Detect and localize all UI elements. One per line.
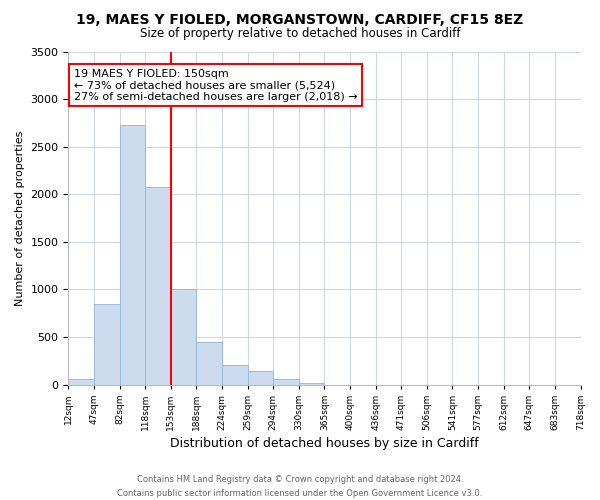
Bar bbox=[145, 186, 171, 384]
Text: 19, MAES Y FIOLED, MORGANSTOWN, CARDIFF, CF15 8EZ: 19, MAES Y FIOLED, MORGANSTOWN, CARDIFF,… bbox=[76, 12, 524, 26]
Bar bbox=[171, 288, 196, 384]
Bar bbox=[94, 304, 119, 384]
Y-axis label: Number of detached properties: Number of detached properties bbox=[15, 130, 25, 306]
Bar bbox=[248, 371, 273, 384]
Bar bbox=[196, 342, 222, 384]
Bar bbox=[119, 125, 145, 384]
Text: Contains HM Land Registry data © Crown copyright and database right 2024.
Contai: Contains HM Land Registry data © Crown c… bbox=[118, 476, 482, 498]
Bar bbox=[222, 364, 248, 384]
Bar bbox=[299, 383, 325, 384]
Bar bbox=[273, 379, 299, 384]
X-axis label: Distribution of detached houses by size in Cardiff: Distribution of detached houses by size … bbox=[170, 437, 479, 450]
Text: Size of property relative to detached houses in Cardiff: Size of property relative to detached ho… bbox=[140, 28, 460, 40]
Text: 19 MAES Y FIOLED: 150sqm
← 73% of detached houses are smaller (5,524)
27% of sem: 19 MAES Y FIOLED: 150sqm ← 73% of detach… bbox=[74, 68, 357, 102]
Bar bbox=[68, 379, 94, 384]
